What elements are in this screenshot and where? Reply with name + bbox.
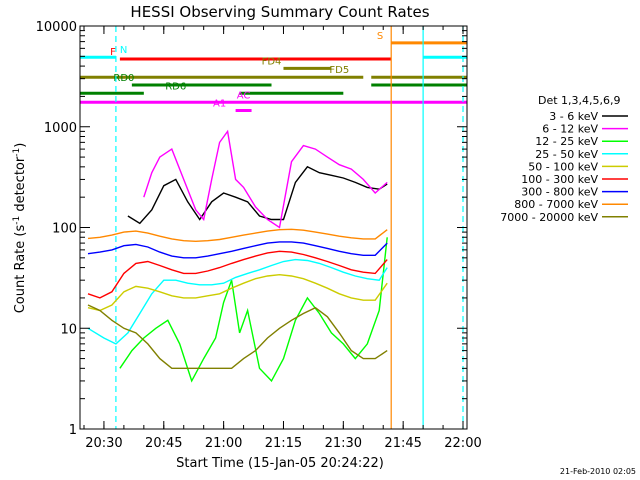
- legend-label-3-6-kev: 3 - 6 keV: [549, 110, 598, 123]
- series-line-300-800-kev: [87, 241, 388, 259]
- legend-label-300-800-kev: 300 - 800 keV: [521, 186, 598, 199]
- legend-label-7000-20000-kev: 7000 - 20000 keV: [500, 211, 598, 224]
- x-axis: 20:30 20:45 21:00 21:15 21:30 21:45 22:00: [83, 26, 482, 451]
- series-line-3-6-kev: [127, 165, 388, 225]
- series-line-100-300-kev: [87, 250, 388, 299]
- series-line-6-12-kev: [143, 129, 388, 229]
- flag-label-n: N: [120, 45, 127, 56]
- plot-frame: [79, 25, 468, 430]
- series-line-800-7000-kev: [87, 228, 388, 243]
- y-tick-label: 10000: [36, 20, 77, 35]
- x-tick-label: 21:00: [205, 436, 242, 451]
- x-tick-label: 20:30: [85, 436, 122, 451]
- flag-label-fd4: FD4: [262, 56, 282, 67]
- series-line-25-50-kev: [87, 258, 388, 345]
- y-tick-label: 1: [69, 423, 77, 438]
- y-tick-label: 100: [52, 222, 77, 237]
- chart-title: HESSI Observing Summary Count Rates: [130, 3, 429, 21]
- x-tick-label: 20:45: [145, 436, 182, 451]
- y-tick-label: 1000: [44, 121, 77, 136]
- flag-bars: N S F FD4 FD5 RD0 RD6 AC A1: [80, 31, 467, 112]
- flag-label-f: F: [110, 47, 116, 58]
- x-tick-label: 21:30: [325, 436, 362, 451]
- series-line-7000-20000-kev: [87, 304, 388, 369]
- legend-label-6-12-kev: 6 - 12 keV: [542, 123, 598, 136]
- flag-label-s: S: [377, 31, 383, 42]
- y-tick-label: 10: [60, 322, 77, 337]
- series-line-12-25-kev: [119, 237, 388, 383]
- y-axis-label: Count Rate (s-1 detector-1): [12, 143, 28, 314]
- legend-label-100-300-kev: 100 - 300 keV: [521, 173, 598, 186]
- legend-title: Det 1,3,4,5,6,9: [538, 94, 621, 107]
- flag-label-fd5: FD5: [329, 65, 349, 76]
- flag-label-rd0: RD0: [113, 73, 134, 84]
- legend-label-800-7000-kev: 800 - 7000 keV: [514, 198, 598, 211]
- x-tick-label: 21:45: [384, 436, 421, 451]
- flag-label-rd6: RD6: [165, 81, 186, 92]
- series-line-50-100-kev: [87, 273, 388, 312]
- flag-label-ac: AC: [237, 90, 251, 101]
- x-axis-label: Start Time (15-Jan-05 20:24:22): [176, 456, 384, 471]
- footer-timestamp: 21-Feb-2010 02:05: [560, 467, 636, 476]
- data-series: [87, 129, 388, 383]
- x-tick-label: 21:15: [265, 436, 302, 451]
- legend-label-12-25-kev: 12 - 25 keV: [535, 135, 598, 148]
- y-axis: 1 10 100 1000 10000: [36, 20, 467, 438]
- x-tick-label: 22:00: [444, 436, 481, 451]
- legend-label-25-50-kev: 25 - 50 keV: [535, 148, 598, 161]
- legend-label-50-100-kev: 50 - 100 keV: [528, 160, 598, 173]
- flag-label-a1: A1: [213, 98, 226, 109]
